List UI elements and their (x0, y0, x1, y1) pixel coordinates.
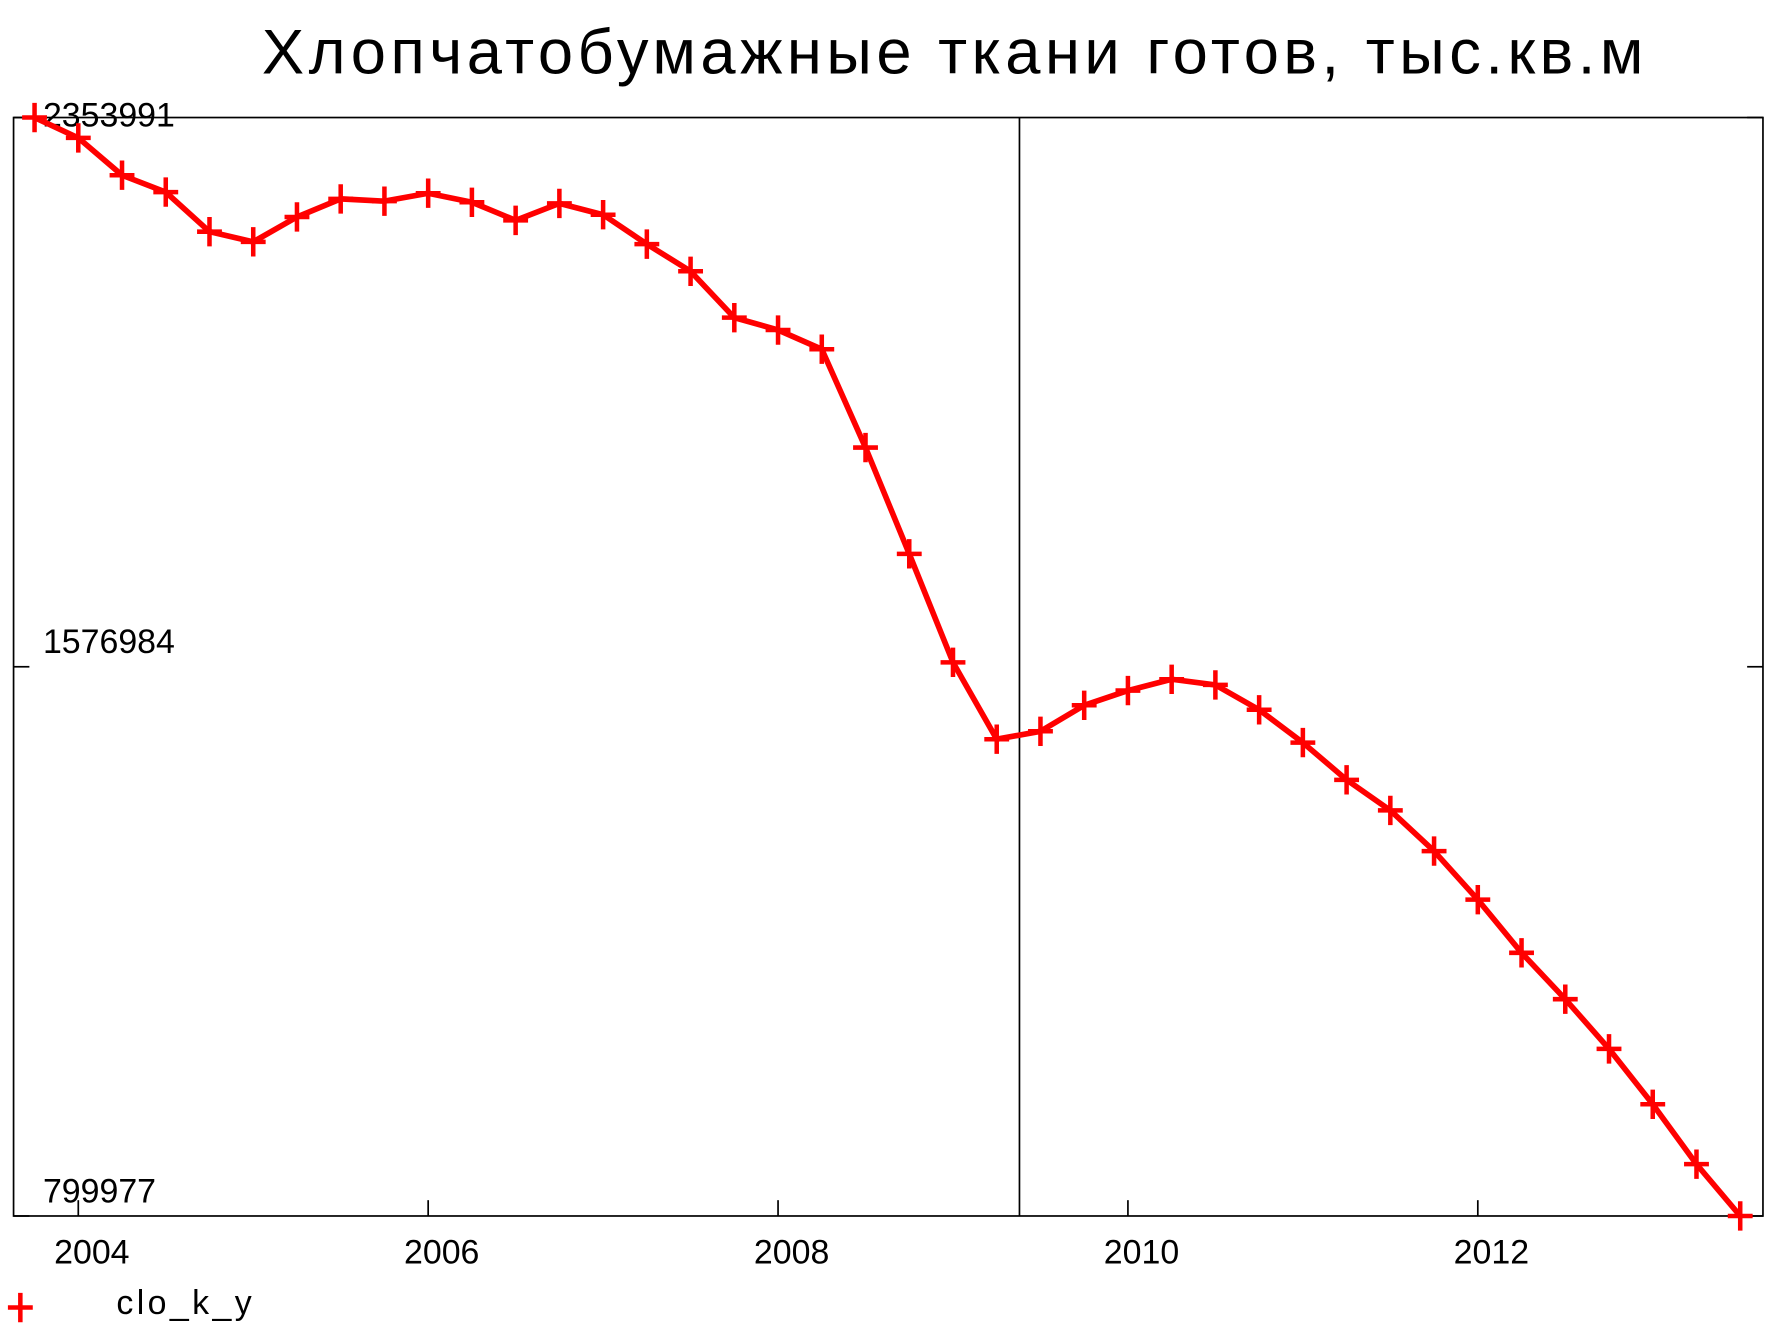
point-marker (1640, 1089, 1666, 1119)
y-tick-label: 799977 (43, 1172, 156, 1210)
point-marker (940, 647, 966, 678)
plot-frame (12, 116, 1764, 1217)
point-marker (1596, 1034, 1622, 1064)
point-marker (1684, 1149, 1709, 1179)
x-tick-label: 2012 (1454, 1233, 1529, 1271)
point-marker (1377, 795, 1403, 826)
point-marker (1159, 664, 1185, 694)
legend-label: clo_k_y (116, 1284, 255, 1322)
y-tick-label: 1576984 (43, 623, 175, 661)
x-tick-label: 2004 (54, 1233, 129, 1271)
point-marker (328, 184, 354, 214)
point-marker (546, 188, 572, 219)
point-marker (1465, 884, 1491, 915)
y-tick-label: 2353991 (43, 96, 175, 134)
point-marker (240, 227, 266, 257)
point-marker (284, 202, 310, 232)
point-marker (65, 123, 91, 153)
point-marker (1334, 765, 1360, 795)
point-marker (109, 160, 135, 190)
point-marker (1115, 675, 1141, 706)
point-marker (765, 315, 791, 345)
point-marker (809, 334, 835, 364)
point-marker (590, 200, 616, 230)
point-marker (1552, 984, 1578, 1014)
point-marker (153, 177, 179, 207)
x-tick-label: 2006 (404, 1233, 479, 1271)
point-marker (1071, 690, 1097, 720)
point-marker (678, 256, 704, 286)
x-tick-label: 2010 (1104, 1233, 1179, 1271)
legend-marker (7, 1292, 33, 1323)
point-marker (1202, 670, 1228, 700)
point-marker (1421, 836, 1447, 866)
point-marker (721, 302, 747, 333)
point-marker (1028, 716, 1053, 746)
point-marker (984, 724, 1010, 754)
point-marker (197, 216, 222, 247)
point-marker (459, 187, 485, 217)
point-marker (1727, 1201, 1753, 1231)
series-line (33, 114, 1743, 1218)
point-marker (503, 205, 529, 236)
point-marker (22, 102, 47, 133)
point-marker (1509, 938, 1534, 968)
point-marker (1290, 727, 1316, 758)
point-marker (372, 186, 397, 216)
point-marker (896, 539, 922, 569)
point-marker (853, 432, 878, 463)
point-marker (634, 229, 660, 259)
chart-title: Хлопчатобумажные ткани готов, тыс.кв.м (262, 17, 1648, 87)
x-tick-label: 2008 (754, 1233, 829, 1271)
point-marker (1246, 695, 1272, 725)
point-marker (415, 178, 441, 208)
